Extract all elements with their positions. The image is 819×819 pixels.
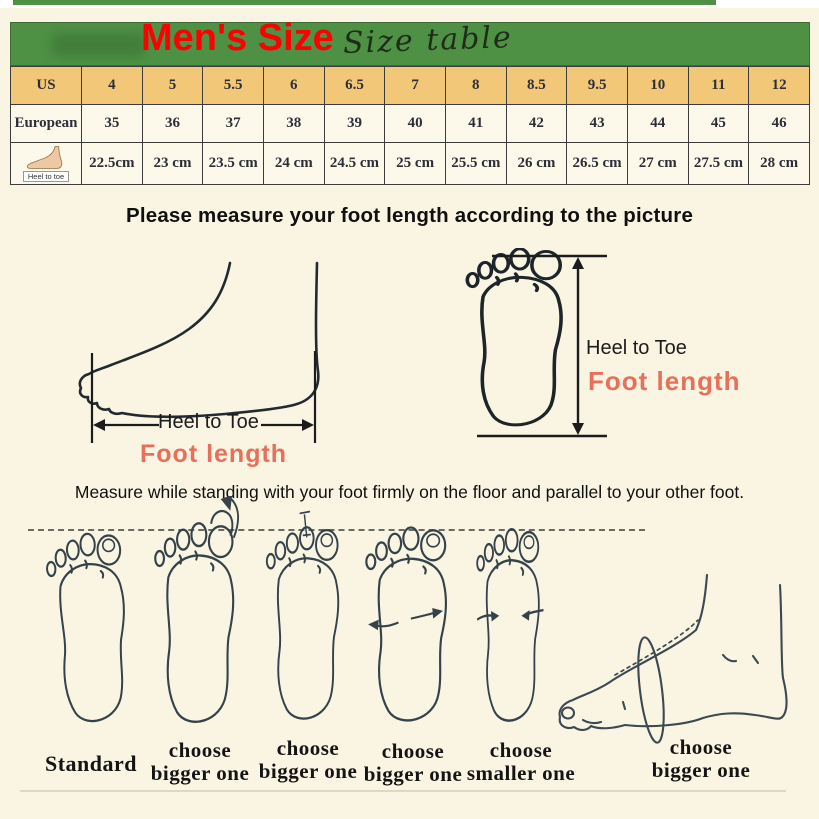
us-size-cell: 8: [444, 66, 507, 105]
eu-size-cell: 44: [626, 104, 689, 143]
footprint-long-second-toe: [265, 510, 340, 720]
heel-to-toe-icon-wrap: Heel to toe: [12, 145, 81, 183]
banner-subtitle: Size table: [342, 20, 514, 61]
footprint-measure-diagram: [465, 248, 607, 438]
bottom-divider-line: [20, 790, 786, 792]
bottom-heel-to-toe-label: Heel to Toe: [586, 337, 687, 359]
top-green-strip: [13, 0, 716, 5]
footprint-narrow: [475, 528, 544, 722]
side-foot-outline: [558, 573, 788, 744]
us-size-cell: 5.5: [202, 66, 264, 105]
standing-note: Measure while standing with your foot fi…: [74, 482, 745, 502]
footprint-shape: [465, 248, 563, 427]
us-size-cell: 8.5: [505, 66, 568, 105]
foot-side-view-diagram: [78, 261, 320, 443]
eu-size-cell: 40: [384, 104, 446, 143]
row-header-us: US: [10, 66, 82, 105]
cm-cell: 27.5 cm: [687, 142, 750, 185]
footprint-standard: [44, 530, 131, 725]
fit-label-bigger-3: choose bigger one: [363, 739, 463, 786]
eu-size-cell: 36: [141, 104, 204, 143]
fit-label-bigger-4: choose bigger one: [651, 735, 751, 782]
foot-side-outline: [78, 261, 320, 419]
eu-size-cell: 45: [687, 104, 750, 143]
curl-arrow: [230, 498, 239, 539]
cm-cell: 25.5 cm: [444, 142, 507, 185]
foot-length-arrow: [477, 254, 607, 438]
foot-side-icon: [26, 145, 63, 169]
eu-size-cell: 38: [262, 104, 325, 143]
eu-size-cell: 39: [323, 104, 386, 143]
cm-cell: 26.5 cm: [566, 142, 628, 185]
banner-title: Men's Size: [141, 17, 334, 59]
heel-to-toe-caption: Heel to toe: [22, 170, 70, 183]
fit-label-bigger-2: choose bigger one: [258, 736, 358, 783]
cm-cell: 22.5cm: [81, 142, 143, 185]
width-in-arrows: [476, 608, 544, 622]
european-size-row: European 35 36 37 38 39 40 41 42 43 44 4…: [10, 104, 810, 143]
us-size-cell: 6: [262, 66, 325, 105]
eu-size-cell: 37: [202, 104, 264, 143]
heel-to-toe-arrow: [90, 351, 317, 443]
bottom-foot-length-label: Foot length: [588, 366, 741, 396]
fit-label-smaller: choose smaller one: [466, 738, 576, 785]
eu-size-cell: 35: [81, 104, 143, 143]
fit-label-bigger-1: choose bigger one: [150, 738, 250, 785]
us-size-cell: 11: [687, 66, 750, 105]
us-size-cell: 6.5: [323, 66, 386, 105]
curl-arrowhead: [220, 496, 232, 511]
us-size-cell: 9.5: [566, 66, 628, 105]
cm-cell: 25 cm: [384, 142, 446, 185]
banner-watermark-smudge: [51, 33, 146, 57]
girth-ellipse: [637, 636, 665, 744]
fit-label-standard: Standard: [44, 751, 138, 776]
us-size-cell: 5: [141, 66, 204, 105]
cm-cell: 28 cm: [748, 142, 810, 185]
cm-cell: 24.5 cm: [323, 142, 386, 185]
eu-size-cell: 46: [748, 104, 810, 143]
eu-size-cell: 41: [444, 104, 507, 143]
eu-size-cell: 42: [505, 104, 568, 143]
foot-length-row: Heel to toe 22.5cm 23 cm 23.5 cm 24 cm 2…: [10, 142, 810, 185]
side-foot-length-label: Foot length: [140, 440, 288, 468]
us-size-row: US 4 5 5.5 6 6.5 7 8 8.5 9.5 10 11 12: [10, 66, 810, 105]
eu-size-cell: 43: [566, 104, 628, 143]
width-out-arrows: [368, 608, 443, 631]
side-heel-to-toe-label: Heel to Toe: [158, 411, 259, 433]
foot-instep-girth-diagram: [558, 573, 788, 744]
row-header-european: European: [10, 104, 82, 143]
banner: Men's Size Size table: [10, 17, 810, 66]
cm-cell: 27 cm: [626, 142, 689, 185]
row-header-heel-to-toe: Heel to toe: [10, 142, 82, 185]
us-size-cell: 12: [748, 66, 810, 105]
toe-limit-dashed-line: [28, 529, 645, 531]
footprint-wide: [365, 526, 448, 722]
curled-toe-line: [210, 510, 234, 537]
cm-cell: 26 cm: [505, 142, 568, 185]
size-table: US 4 5 5.5 6 6.5 7 8 8.5 9.5 10 11 12 Eu…: [10, 66, 810, 185]
us-size-cell: 4: [81, 66, 143, 105]
toe-pin-marker: [299, 510, 311, 538]
cm-cell: 23.5 cm: [202, 142, 264, 185]
cm-cell: 23 cm: [141, 142, 204, 185]
measure-heading: Please measure your foot length accordin…: [125, 204, 694, 227]
footprint-curled-toe: [154, 496, 239, 723]
us-size-cell: 7: [384, 66, 446, 105]
cm-cell: 24 cm: [262, 142, 325, 185]
us-size-cell: 10: [626, 66, 689, 105]
